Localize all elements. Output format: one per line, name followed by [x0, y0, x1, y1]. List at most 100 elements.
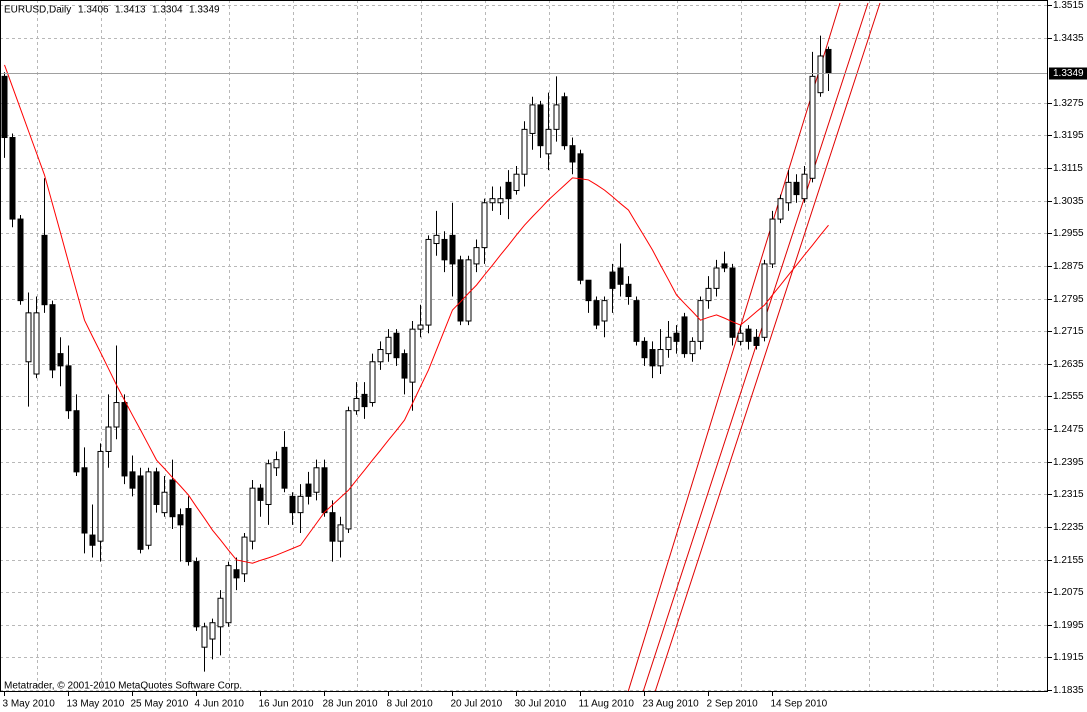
candle-body [369, 361, 376, 404]
x-tick-label: 13 May 2010 [67, 699, 125, 710]
x-tick-label: 14 Sep 2010 [771, 699, 828, 710]
x-tick-label: 8 Jul 2010 [387, 699, 434, 710]
trend-line [627, 2, 841, 692]
candle-body [89, 534, 96, 546]
candle-body [161, 491, 168, 514]
candle-body [609, 271, 616, 289]
y-tick-label: 1.2475 [1053, 424, 1084, 435]
y-tick-label: 1.2315 [1053, 489, 1084, 500]
y-tick-label: 1.3195 [1053, 130, 1084, 141]
y-tick-label: 1.3435 [1053, 33, 1084, 44]
candle-body [545, 128, 552, 155]
x-tick-label: 2 Sep 2010 [707, 699, 759, 710]
header-high: 1.3413 [115, 5, 146, 16]
candle-body [409, 328, 416, 383]
y-tick-label: 1.2075 [1053, 587, 1084, 598]
candle-body [225, 565, 232, 624]
candle-body [617, 267, 624, 285]
candle-body [201, 626, 208, 648]
candle-body [81, 467, 88, 534]
y-tick-label: 1.2955 [1053, 228, 1084, 239]
candle-body [721, 263, 728, 269]
candle-body [169, 479, 176, 518]
candle-body [537, 104, 544, 147]
candle-body [705, 287, 712, 302]
x-tick-label: 20 Jul 2010 [451, 699, 503, 710]
candle-body [825, 48, 832, 74]
candle-body [689, 340, 696, 355]
x-tick-label: 11 Aug 2010 [579, 699, 635, 710]
axes: 1.3515 1.3435 1.3275 1.3195 1.3115 1.3035 1.29… [3, 0, 1087, 710]
candle-body [777, 198, 784, 220]
y-tick-label: 1.2395 [1053, 457, 1084, 468]
candle-body [337, 524, 344, 542]
candle-body [441, 238, 448, 261]
candle-body [105, 426, 112, 452]
x-tick-label: 3 May 2010 [3, 699, 56, 710]
plot [0, 35, 1048, 672]
x-tick-label: 30 Jul 2010 [515, 699, 567, 710]
trend-channel [627, 2, 881, 692]
candle-body [385, 336, 392, 355]
candle-body [729, 267, 736, 338]
header-close: 1.3349 [189, 5, 220, 16]
candle-body [417, 324, 424, 330]
candle-body [353, 397, 360, 412]
candle-body [681, 316, 688, 355]
candle-body [145, 471, 152, 546]
y-tick-label: 1.1915 [1053, 652, 1084, 663]
candle-body [185, 508, 192, 563]
header-open: 1.3406 [78, 5, 109, 16]
candle-body [273, 459, 280, 469]
candle-body [785, 181, 792, 204]
candle-body [41, 234, 48, 306]
candle-body [433, 234, 440, 245]
x-tick-label: 25 May 2010 [131, 699, 189, 710]
candle-body [65, 365, 72, 412]
candle-body [657, 349, 664, 367]
plot-frame [0, 0, 1048, 692]
candle-body [649, 349, 656, 367]
copyright: Metatrader, © 2001-2010 MetaQuotes Softw… [4, 681, 242, 692]
candle-body [361, 393, 368, 408]
candle-body [641, 340, 648, 359]
candle-body [585, 279, 592, 302]
candle-body [697, 300, 704, 342]
candle-body [217, 597, 224, 628]
y-tick-label: 1.1995 [1053, 620, 1084, 631]
y-tick-label: 1.2715 [1053, 326, 1084, 337]
candle-body [209, 622, 216, 640]
candle-body [561, 96, 568, 147]
candle-body [737, 332, 744, 342]
candle-body [153, 471, 160, 505]
candle-body [593, 300, 600, 326]
candle-body [521, 128, 528, 175]
candle-body [193, 561, 200, 628]
candle-body [281, 446, 288, 489]
y-tick-label: 1.2635 [1053, 359, 1084, 370]
trend-line [642, 2, 869, 692]
candle-body [809, 75, 816, 179]
candle-body [9, 137, 16, 220]
candle-body [577, 153, 584, 281]
y-tick-label: 1.2235 [1053, 522, 1084, 533]
candle-body [769, 218, 776, 265]
candle-body [249, 487, 256, 542]
candle-body [177, 514, 184, 526]
candle-body [97, 450, 104, 542]
y-tick-label: 1.1835 [1053, 685, 1084, 696]
y-tick-label: 1.3035 [1053, 196, 1084, 207]
moving-average [4, 64, 829, 564]
y-tick-label: 1.3275 [1053, 98, 1084, 109]
candle-body [393, 332, 400, 359]
trend-line [654, 2, 881, 692]
candle-body [497, 198, 504, 204]
candle-body [801, 173, 808, 200]
candle-body [345, 410, 352, 530]
x-tick-label: 23 Aug 2010 [643, 699, 700, 710]
current-price-box [1049, 67, 1087, 80]
candle-body [329, 512, 336, 542]
candle-body [569, 145, 576, 163]
candle-body [665, 336, 672, 351]
